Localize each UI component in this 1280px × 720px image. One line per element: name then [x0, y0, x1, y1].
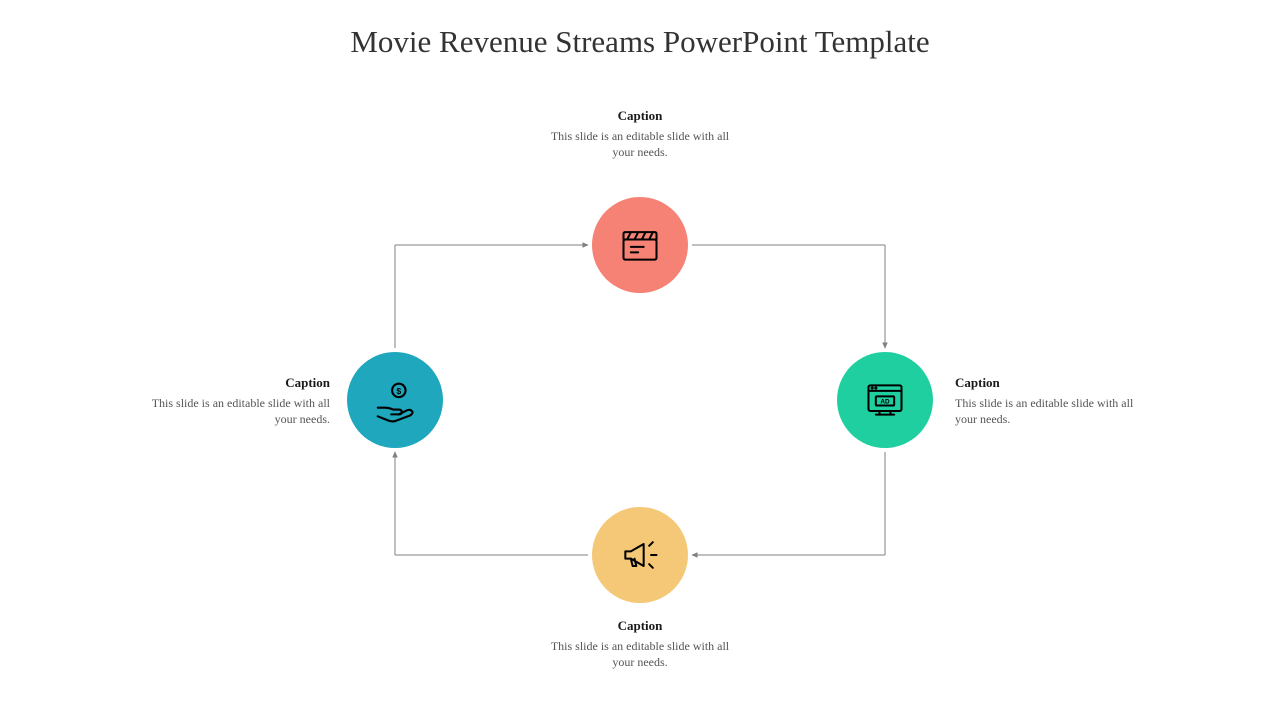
- node-right: AD: [837, 352, 933, 448]
- money-hand-icon: $: [372, 377, 418, 423]
- caption-left-desc: This slide is an editable slide with all…: [130, 395, 330, 427]
- caption-right-title: Caption: [955, 375, 1155, 391]
- node-bottom: [592, 507, 688, 603]
- caption-top: Caption This slide is an editable slide …: [540, 108, 740, 160]
- caption-bottom-title: Caption: [540, 618, 740, 634]
- node-left: $: [347, 352, 443, 448]
- caption-left-title: Caption: [130, 375, 330, 391]
- caption-bottom-desc: This slide is an editable slide with all…: [540, 638, 740, 670]
- ad-screen-icon: AD: [863, 378, 907, 422]
- svg-text:AD: AD: [880, 399, 890, 406]
- svg-text:$: $: [396, 386, 401, 396]
- caption-top-title: Caption: [540, 108, 740, 124]
- megaphone-icon: [618, 533, 662, 577]
- clapperboard-icon: [618, 223, 662, 267]
- caption-left: Caption This slide is an editable slide …: [130, 375, 330, 427]
- caption-right-desc: This slide is an editable slide with all…: [955, 395, 1155, 427]
- caption-top-desc: This slide is an editable slide with all…: [540, 128, 740, 160]
- page-title: Movie Revenue Streams PowerPoint Templat…: [0, 24, 1280, 60]
- caption-right: Caption This slide is an editable slide …: [955, 375, 1155, 427]
- node-top: [592, 197, 688, 293]
- caption-bottom: Caption This slide is an editable slide …: [540, 618, 740, 670]
